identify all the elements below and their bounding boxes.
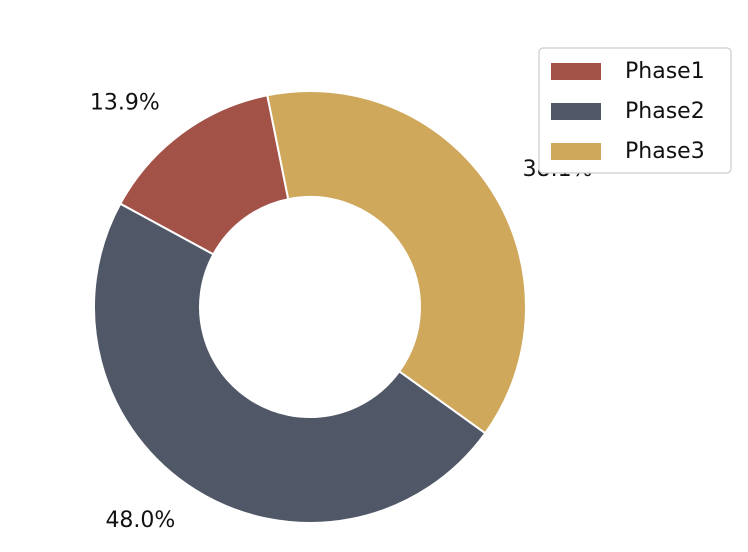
slices-group	[93, 90, 527, 524]
percent-label-phase2: 48.0%	[105, 508, 175, 533]
legend-label-phase3: Phase3	[625, 139, 705, 164]
legend-swatch-phase2	[551, 103, 601, 120]
legend-label-phase1: Phase1	[625, 59, 705, 84]
legend: Phase1 Phase2 Phase3	[538, 47, 732, 174]
legend-swatch-phase1	[551, 63, 601, 80]
slice-phase2	[93, 202, 487, 524]
slice-phase3	[266, 90, 527, 435]
slice-phase1	[119, 94, 290, 256]
legend-label-phase2: Phase2	[625, 99, 705, 124]
percent-label-phase1: 13.9%	[90, 90, 160, 115]
legend-swatch-phase3	[551, 143, 601, 160]
